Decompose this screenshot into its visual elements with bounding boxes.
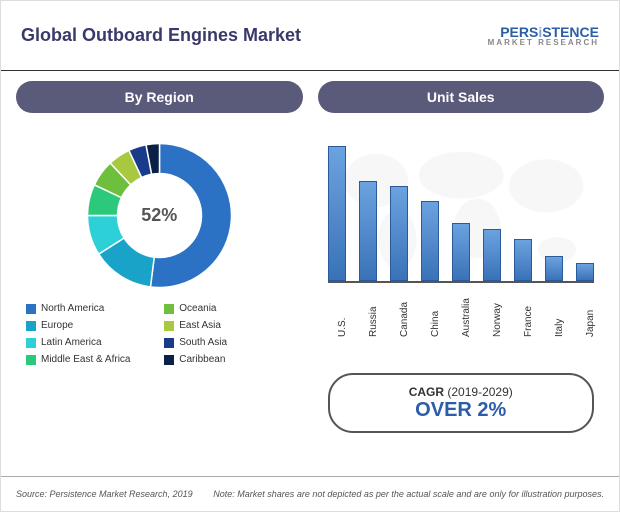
legend-label: South Asia: [179, 337, 227, 348]
cagr-label: CAGR (2019-2029): [409, 385, 513, 399]
legend-item: Caribbean: [164, 354, 292, 365]
unit-sales-header: Unit Sales: [318, 81, 605, 113]
unit-sales-panel: Unit Sales U.S.RussiaCanadaChinaAustrali…: [318, 81, 605, 461]
bar: [359, 181, 377, 281]
donut-center-label: 52%: [141, 205, 177, 226]
bar: [576, 263, 594, 281]
bar: [483, 229, 501, 281]
panels: By Region 52% North America Oceania Europe…: [1, 71, 619, 466]
footer: Source: Persistence Market Research, 201…: [1, 476, 619, 511]
note-text: Note: Market shares are not depicted as …: [213, 489, 604, 499]
bar: [421, 201, 439, 281]
legend-label: Europe: [41, 320, 73, 331]
bar: [514, 239, 532, 281]
legend-item: North America: [26, 303, 154, 314]
legend-swatch: [26, 338, 36, 348]
legend-swatch: [164, 338, 174, 348]
bar: [452, 223, 470, 281]
legend-swatch: [26, 304, 36, 314]
cagr-period: (2019-2029): [447, 385, 512, 399]
legend-label: North America: [41, 303, 104, 314]
legend-swatch: [164, 355, 174, 365]
legend-swatch: [164, 304, 174, 314]
chart-container: Global Outboard Engines Market PERSiSTEN…: [0, 0, 620, 512]
legend: North America Oceania Europe East Asia Latin…: [16, 303, 303, 365]
legend-item: Europe: [26, 320, 154, 331]
bar-label: Japan: [585, 319, 620, 337]
legend-label: Caribbean: [179, 354, 225, 365]
legend-swatch: [26, 321, 36, 331]
cagr-value: OVER 2%: [415, 399, 506, 422]
logo-bottom: MARKET RESEARCH: [488, 39, 599, 47]
legend-label: Middle East & Africa: [41, 354, 130, 365]
header: Global Outboard Engines Market PERSiSTEN…: [1, 1, 619, 71]
donut-chart: 52%: [16, 128, 303, 303]
legend-item: South Asia: [164, 337, 292, 348]
legend-item: Middle East & Africa: [26, 354, 154, 365]
region-panel: By Region 52% North America Oceania Europe…: [16, 81, 303, 461]
bar: [328, 146, 346, 281]
source-text: Source: Persistence Market Research, 201…: [16, 489, 193, 499]
bars-group: [328, 148, 595, 283]
chart-title: Global Outboard Engines Market: [21, 25, 301, 46]
cagr-box: CAGR (2019-2029) OVER 2%: [328, 373, 595, 433]
bar: [545, 256, 563, 281]
cagr-prefix: CAGR: [409, 385, 444, 399]
legend-label: Oceania: [179, 303, 216, 314]
bar-chart: U.S.RussiaCanadaChinaAustraliaNorwayFran…: [318, 128, 605, 343]
legend-item: East Asia: [164, 320, 292, 331]
legend-swatch: [164, 321, 174, 331]
region-header: By Region: [16, 81, 303, 113]
bar: [390, 186, 408, 281]
legend-label: Latin America: [41, 337, 102, 348]
legend-item: Oceania: [164, 303, 292, 314]
legend-label: East Asia: [179, 320, 221, 331]
legend-item: Latin America: [26, 337, 154, 348]
legend-swatch: [26, 355, 36, 365]
bar-xlabels: U.S.RussiaCanadaChinaAustraliaNorwayFran…: [328, 288, 595, 343]
logo: PERSiSTENCE MARKET RESEARCH: [488, 25, 599, 47]
